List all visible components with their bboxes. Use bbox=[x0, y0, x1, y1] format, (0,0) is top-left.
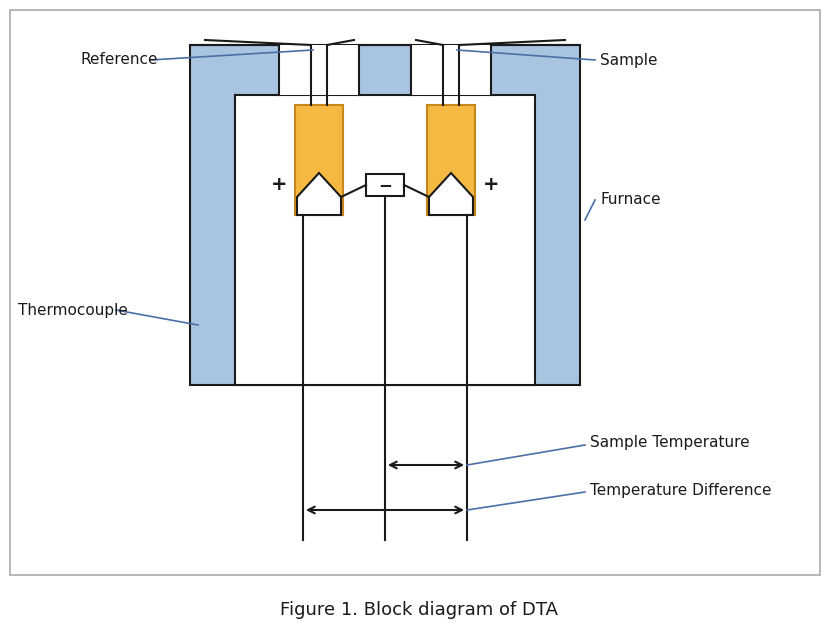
Text: Sample: Sample bbox=[600, 52, 658, 68]
Text: Furnace: Furnace bbox=[600, 193, 660, 207]
FancyBboxPatch shape bbox=[295, 105, 343, 215]
Text: +: + bbox=[271, 176, 287, 195]
Text: Reference: Reference bbox=[80, 52, 158, 68]
Text: Figure 1. Block diagram of DTA: Figure 1. Block diagram of DTA bbox=[280, 601, 558, 619]
FancyBboxPatch shape bbox=[10, 10, 820, 575]
Text: −: − bbox=[378, 176, 392, 194]
FancyBboxPatch shape bbox=[366, 174, 404, 196]
Text: Temperature Difference: Temperature Difference bbox=[590, 482, 772, 497]
Text: +: + bbox=[483, 176, 499, 195]
Text: Thermocouple: Thermocouple bbox=[18, 303, 128, 317]
FancyBboxPatch shape bbox=[235, 95, 535, 385]
FancyBboxPatch shape bbox=[411, 45, 491, 95]
Polygon shape bbox=[297, 173, 341, 215]
FancyBboxPatch shape bbox=[190, 45, 580, 385]
FancyBboxPatch shape bbox=[279, 45, 359, 95]
Polygon shape bbox=[429, 173, 473, 215]
FancyBboxPatch shape bbox=[427, 105, 475, 215]
Text: Sample Temperature: Sample Temperature bbox=[590, 435, 750, 451]
